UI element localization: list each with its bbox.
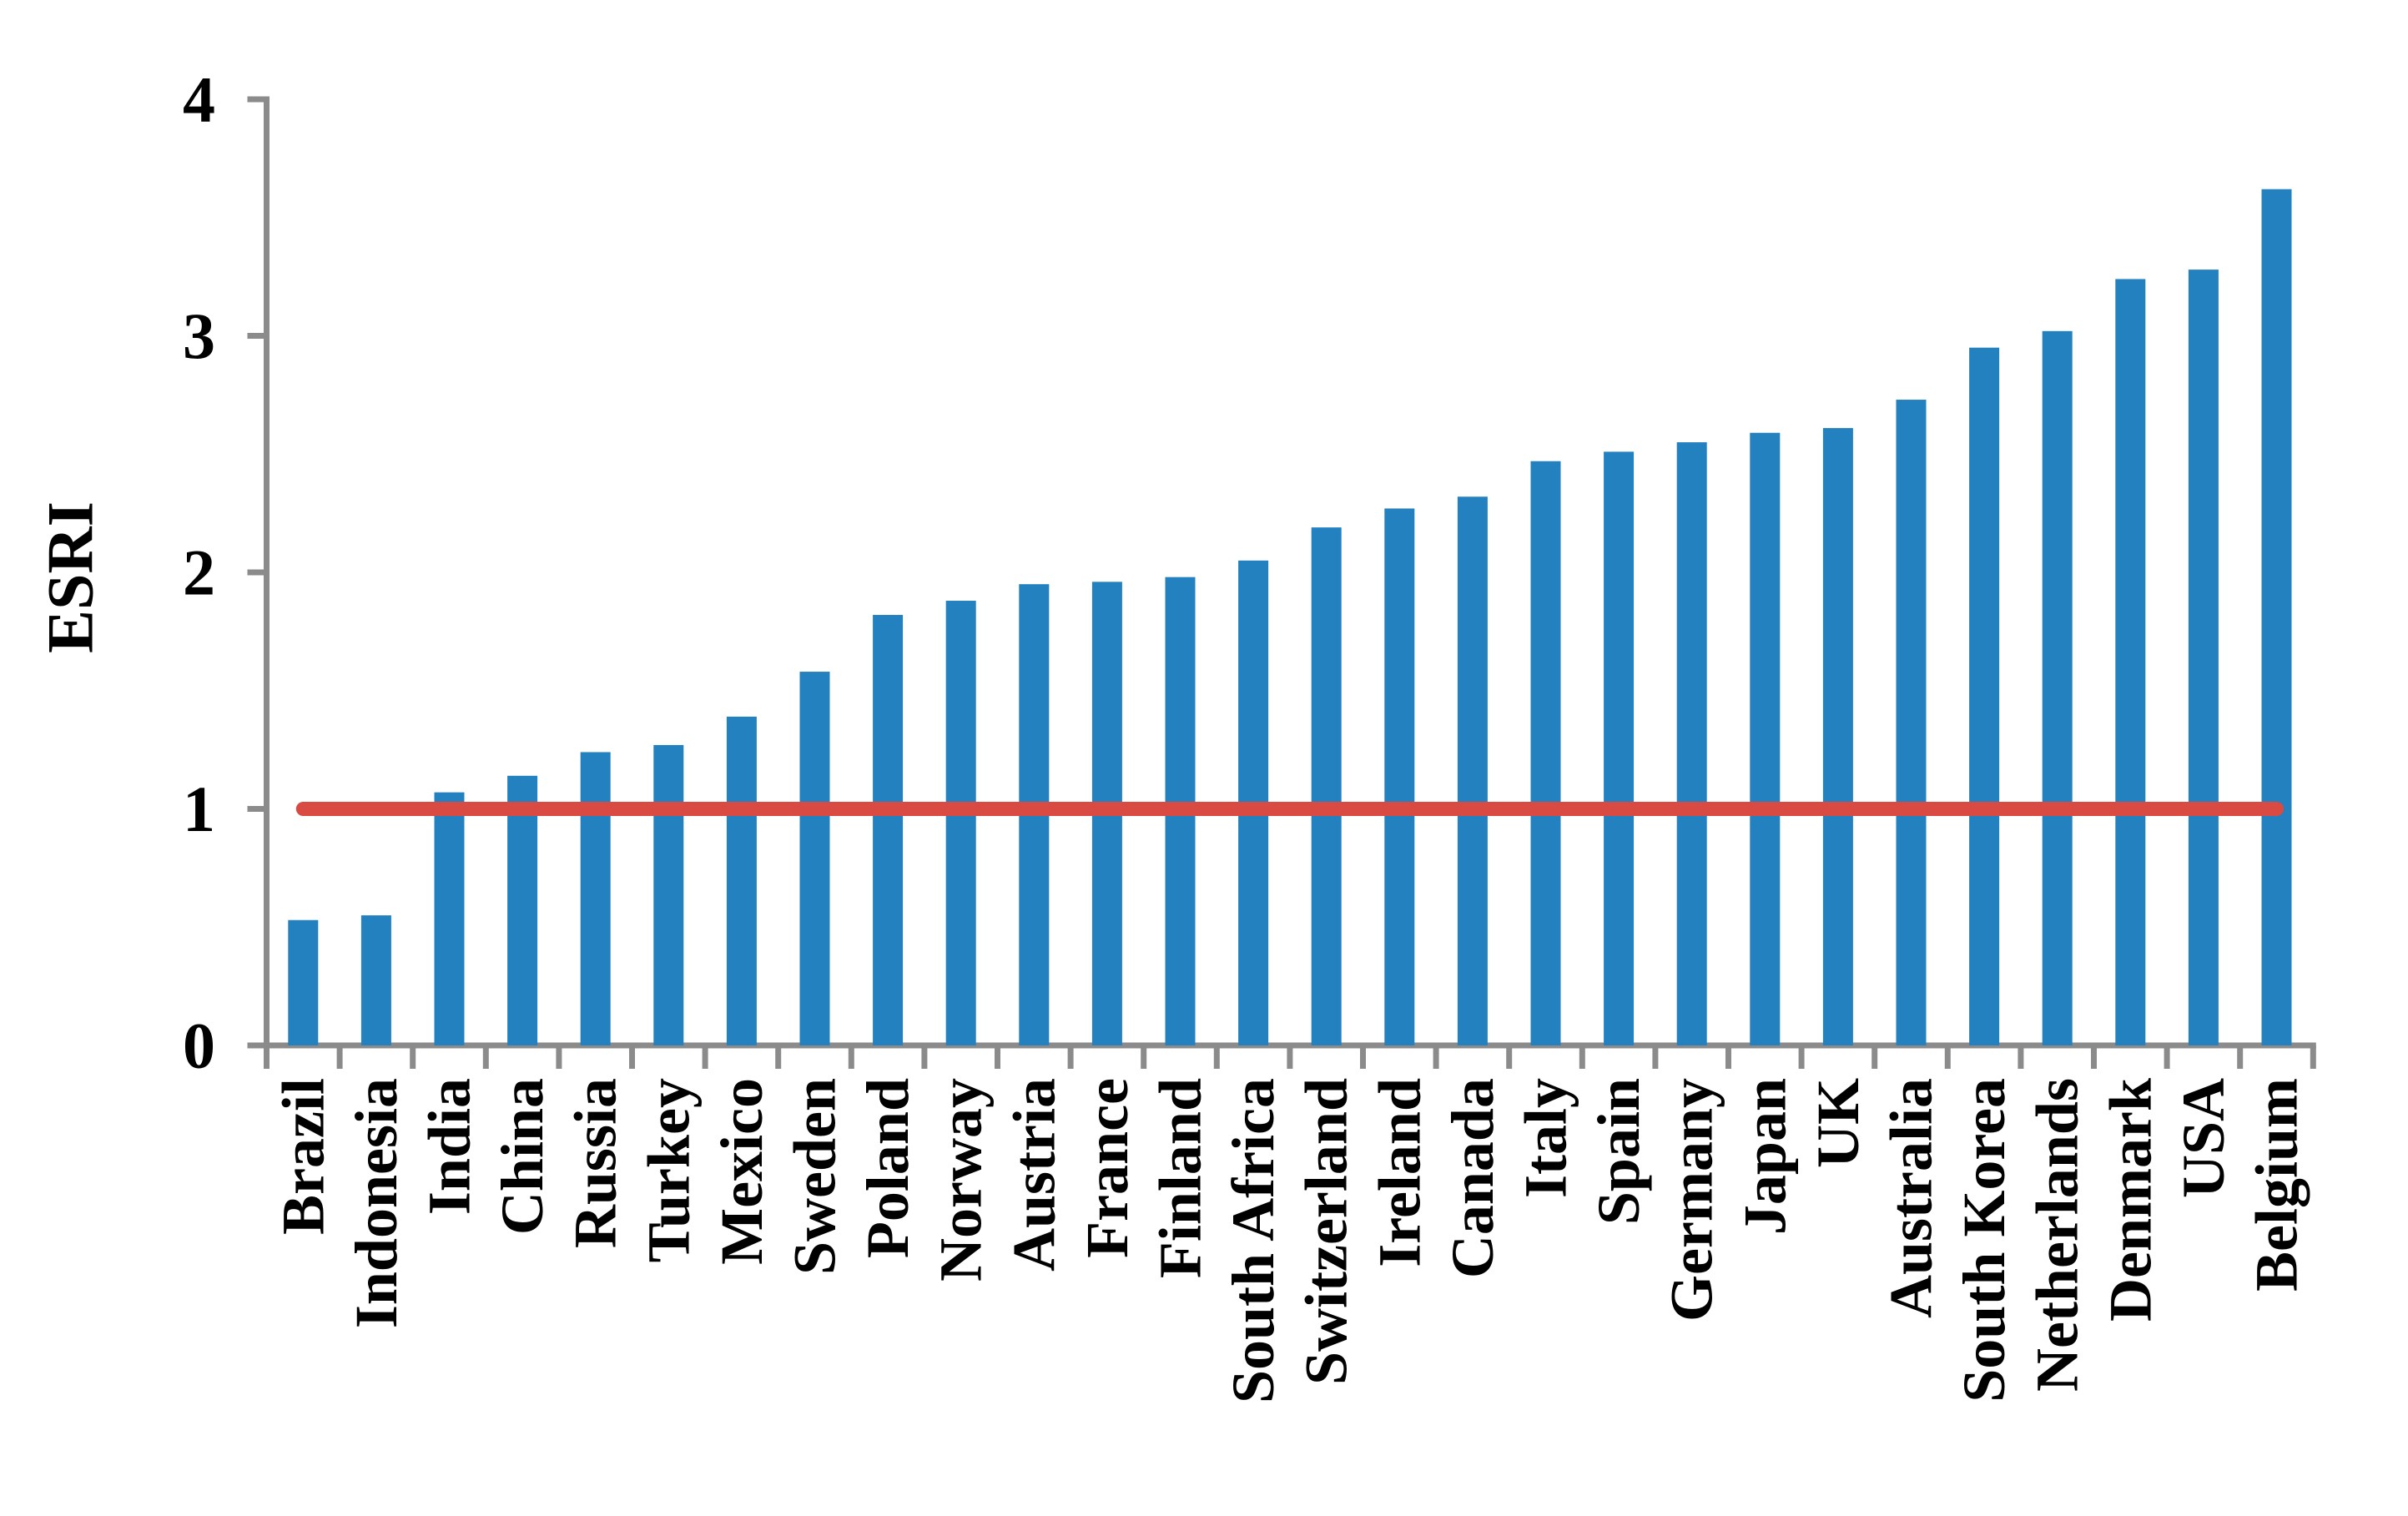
y-tick-label-4: 4	[183, 63, 215, 136]
category-label-turkey: Turkey	[635, 1078, 702, 1262]
bar-russia	[580, 752, 611, 1045]
category-label-poland: Poland	[854, 1078, 921, 1258]
bar-china	[507, 775, 538, 1045]
bar-poland	[873, 615, 904, 1045]
category-label-canada: Canada	[1439, 1078, 1506, 1278]
category-label-brazil: Brazil	[270, 1078, 336, 1235]
bar-mexico	[726, 716, 757, 1045]
category-label-switzerland: Switzerland	[1293, 1078, 1360, 1385]
category-label-indonesia: Indonesia	[343, 1078, 410, 1328]
bar-ireland	[1384, 508, 1415, 1045]
y-axis-title: ESRI	[34, 501, 107, 653]
y-tick-label-0: 0	[183, 1010, 215, 1082]
bar-australia	[1896, 400, 1927, 1045]
category-label-norway: Norway	[928, 1078, 995, 1282]
category-label-mexico: Mexico	[708, 1078, 775, 1265]
bar-canada	[1457, 496, 1488, 1045]
category-label-france: France	[1074, 1078, 1141, 1258]
bar-italy	[1530, 461, 1561, 1045]
category-label-ireland: Ireland	[1366, 1078, 1433, 1267]
category-label-spain: Spain	[1585, 1078, 1652, 1225]
bar-spain	[1604, 451, 1635, 1045]
bar-japan	[1750, 432, 1781, 1045]
bar-india	[434, 792, 465, 1045]
bar-belgium	[2261, 189, 2292, 1046]
bar-netherlands	[2042, 330, 2073, 1046]
category-label-belgium: Belgium	[2244, 1078, 2310, 1292]
category-label-india: India	[416, 1078, 483, 1215]
bar-switzerland	[1311, 527, 1342, 1045]
bar-norway	[945, 601, 976, 1045]
category-label-australia: Australia	[1878, 1078, 1945, 1318]
bar-brazil	[288, 919, 319, 1045]
category-label-austria: Austria	[1000, 1078, 1067, 1272]
category-label-south-africa: South Africa	[1220, 1078, 1287, 1403]
bar-south-korea	[1969, 347, 2000, 1045]
bar-indonesia	[360, 915, 391, 1045]
bar-uk	[1822, 428, 1853, 1045]
category-label-usa: USA	[2170, 1078, 2237, 1198]
category-label-sweden: Sweden	[782, 1078, 849, 1275]
bar-germany	[1676, 442, 1707, 1045]
bar-usa	[2188, 269, 2219, 1045]
category-label-germany: Germany	[1659, 1078, 1725, 1322]
y-tick-label-1: 1	[183, 773, 215, 845]
category-label-south-korea: South Korea	[1951, 1078, 2018, 1403]
category-label-finland: Finland	[1147, 1078, 1214, 1278]
bar-denmark	[2115, 279, 2146, 1046]
category-label-japan: Japan	[1731, 1078, 1798, 1235]
y-tick-label-3: 3	[183, 300, 215, 372]
y-tick-label-2: 2	[183, 536, 215, 609]
category-label-china: China	[489, 1078, 556, 1235]
category-label-uk: UK	[1805, 1078, 1871, 1168]
category-label-russia: Russia	[562, 1078, 629, 1248]
category-label-italy: Italy	[1513, 1078, 1579, 1198]
category-label-netherlands: Netherlands	[2024, 1078, 2091, 1392]
bar-sweden	[799, 672, 830, 1045]
category-label-denmark: Denmark	[2097, 1078, 2164, 1322]
bar-turkey	[653, 744, 684, 1045]
